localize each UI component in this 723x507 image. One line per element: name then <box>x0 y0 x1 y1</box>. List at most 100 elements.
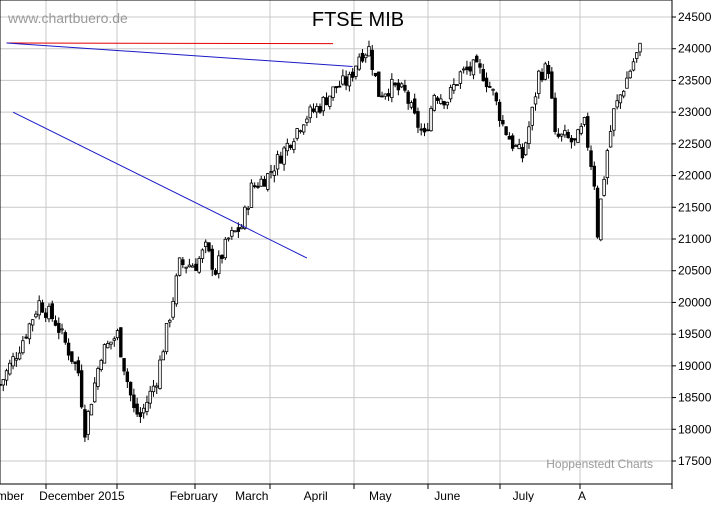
candle-body <box>177 257 182 276</box>
candle-body <box>321 96 325 112</box>
candle-body <box>66 342 71 356</box>
y-tick-label: 22500 <box>678 137 712 151</box>
candle-body <box>422 127 427 133</box>
candle-body <box>155 385 159 388</box>
candle-body <box>256 185 260 188</box>
y-tick-label: 21000 <box>678 232 712 246</box>
candle-body <box>76 360 81 374</box>
candle-body <box>605 150 610 179</box>
candle-body <box>1 379 5 386</box>
y-tick-label: 21500 <box>678 200 712 214</box>
candle-body <box>243 206 247 229</box>
candle-body <box>458 71 463 84</box>
candle-body <box>334 86 339 89</box>
candle-body <box>524 142 528 156</box>
candle-body <box>504 126 508 135</box>
candle-body <box>354 65 358 77</box>
candle-body <box>468 66 472 72</box>
candle-body <box>412 98 417 114</box>
candle-body <box>92 382 97 403</box>
x-axis-labels: mber December 2015 February March April May Jun… <box>0 484 673 503</box>
candle-body <box>132 394 136 408</box>
candle-body <box>589 150 593 167</box>
candle-body <box>275 154 280 170</box>
candle-body <box>259 178 263 187</box>
candle-body <box>370 49 374 70</box>
candle-body <box>546 65 551 75</box>
candle-body <box>109 341 113 345</box>
candle-body <box>305 118 309 123</box>
candle-body <box>602 178 606 196</box>
y-tick-label: 23500 <box>678 73 712 87</box>
candle-body <box>174 275 179 305</box>
candle-body <box>510 135 515 149</box>
candle-body <box>592 165 596 187</box>
candle-body <box>233 230 237 233</box>
candle-body <box>517 144 521 150</box>
resistance-line <box>6 42 334 45</box>
candle-body <box>295 128 299 139</box>
candle-body <box>204 241 208 247</box>
candle-body <box>559 133 564 137</box>
candle-body <box>4 370 9 381</box>
candle-body <box>27 323 32 340</box>
y-tick-label: 24000 <box>678 42 712 56</box>
candle-body <box>252 185 257 188</box>
candle-body <box>638 42 642 53</box>
candle-body <box>435 97 440 101</box>
candle-body <box>282 147 286 165</box>
candle-body <box>533 96 538 105</box>
candle-body <box>197 258 201 273</box>
candle-body <box>475 55 479 63</box>
y-tick-label: 18500 <box>678 391 712 405</box>
candle-body <box>8 362 12 375</box>
candle-body <box>556 133 561 137</box>
candle-body <box>145 401 149 412</box>
candle-body <box>399 83 404 88</box>
candle-body <box>608 131 613 148</box>
candle-body <box>612 108 616 131</box>
candle-body <box>635 52 639 59</box>
candle-body <box>151 385 156 393</box>
candle-body <box>621 90 626 97</box>
candle-body <box>337 85 342 88</box>
candle-body <box>200 249 205 259</box>
candle-body <box>367 46 371 57</box>
candle-body <box>34 313 38 318</box>
y-axis-ticks: 17500 18000 18500 19000 19500 20000 20500 21000… <box>672 10 712 468</box>
y-tick-label: 19000 <box>678 359 712 373</box>
candle-body <box>308 106 312 119</box>
candle-body <box>288 144 293 149</box>
candle-body <box>311 108 316 112</box>
candle-body <box>471 59 476 76</box>
candle-body <box>625 77 629 89</box>
candle-body <box>44 312 48 318</box>
x-tick-label: 2015 <box>98 489 125 502</box>
x-tick-label: February <box>170 489 218 502</box>
y-tick-label: 20000 <box>678 295 712 309</box>
candle-body <box>566 131 570 139</box>
plot-frame <box>0 0 673 485</box>
candle-body <box>582 117 587 125</box>
candle-body <box>514 145 518 147</box>
candle-body <box>73 361 77 364</box>
candle-body <box>168 319 172 323</box>
candle-body <box>318 106 322 113</box>
candle-body <box>21 340 25 354</box>
candle-body <box>543 63 548 80</box>
candle-body <box>141 407 146 414</box>
candle-body <box>128 381 133 396</box>
candle-body <box>507 135 512 140</box>
candle-body <box>79 370 84 408</box>
candle-body <box>138 412 143 418</box>
candle-body <box>285 142 290 152</box>
candle-body <box>17 352 22 360</box>
candle-body <box>266 173 270 190</box>
candle-body <box>298 130 303 133</box>
candle-body <box>465 66 469 71</box>
candle-body <box>217 255 221 274</box>
candle-body <box>618 94 623 104</box>
candle-body <box>553 97 557 133</box>
candle-body <box>341 75 345 85</box>
